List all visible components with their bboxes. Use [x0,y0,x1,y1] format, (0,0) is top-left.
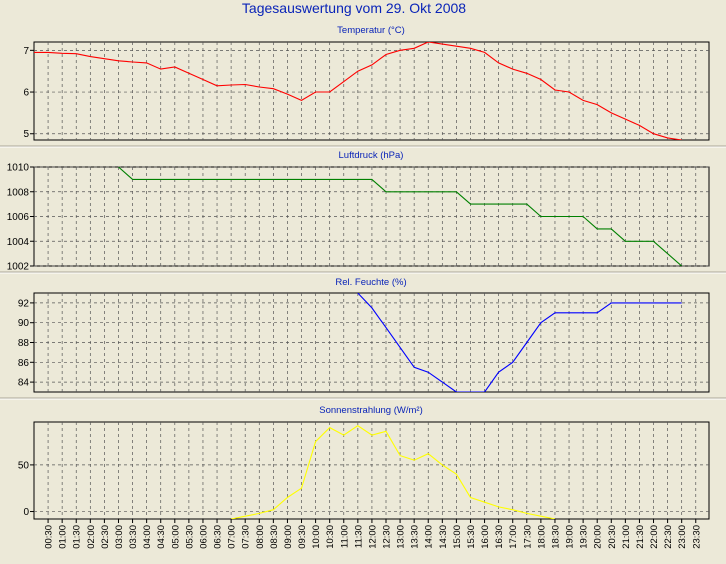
x-tick-label: 05:30 [184,525,195,549]
y-tick-label: 5 [23,129,29,140]
x-tick-label: 23:30 [691,525,702,549]
x-tick-label: 08:00 [255,525,266,549]
x-tick-label: 21:00 [621,525,632,549]
panel-title: Sonnenstrahlung (W/m²) [319,405,422,416]
x-tick-label: 06:30 [213,525,224,549]
y-tick-label: 1010 [7,163,30,174]
y-tick-label: 1002 [7,262,30,273]
x-tick-label: 20:30 [607,525,618,549]
x-tick-label: 21:30 [635,525,646,549]
series-line [34,42,682,140]
y-tick-label: 1008 [7,187,30,198]
x-tick-label: 03:00 [114,525,125,549]
panel-title: Temperatur (°C) [337,25,405,36]
y-tick-label: 90 [18,318,30,329]
y-tick-label: 50 [18,460,30,471]
x-tick-label: 09:30 [297,525,308,549]
plot-area [33,41,710,141]
x-tick-label: 03:30 [128,525,139,549]
x-tick-label: 09:00 [283,525,294,549]
y-tick-label: 6 [23,88,29,99]
x-tick-label: 02:00 [86,525,97,549]
x-tick-label: 07:30 [241,525,252,549]
x-tick-label: 12:30 [382,525,393,549]
x-tick-label: 12:00 [367,525,378,549]
x-tick-label: 16:00 [480,525,491,549]
x-tick-label: 15:30 [466,525,477,549]
x-tick-label: 14:30 [438,525,449,549]
x-tick-label: 13:30 [410,525,421,549]
panel-title: Luftdruck (hPa) [339,150,404,161]
x-tick-label: 04:30 [156,525,167,549]
plot-area [33,421,710,520]
y-tick-label: 88 [18,338,30,349]
x-tick-label: 13:00 [396,525,407,549]
series-line [118,167,683,266]
y-tick-label: 1004 [7,237,30,248]
x-tick-label: 18:30 [551,525,562,549]
x-tick-label: 16:30 [494,525,505,549]
x-tick-label: 06:00 [199,525,210,549]
y-tick-label: 0 [23,507,29,518]
y-tick-label: 1006 [7,212,30,223]
x-tick-label: 23:00 [677,525,688,549]
x-tick-label: 15:00 [452,525,463,549]
x-tick-label: 10:00 [311,525,322,549]
y-tick-label: 84 [18,378,30,389]
x-tick-label: 17:00 [508,525,519,549]
y-tick-label: 86 [18,358,30,369]
series-line [230,425,556,519]
chart-title: Tagesauswertung vom 29. Okt 2008 [242,0,466,16]
panel-title: Rel. Feuchte (%) [335,277,406,288]
series-line [357,293,682,392]
x-tick-label: 11:00 [339,525,350,548]
x-tick-label: 22:00 [649,525,660,549]
x-tick-label: 04:00 [142,525,153,549]
x-tick-label: 10:30 [325,525,336,549]
x-tick-label: 19:30 [579,525,590,549]
x-tick-label: 11:30 [353,525,364,548]
x-tick-label: 08:30 [269,525,280,549]
x-tick-label: 19:00 [565,525,576,549]
x-tick-label: 01:00 [58,525,69,549]
x-tick-label: 22:30 [663,525,674,549]
x-tick-label: 07:00 [227,525,238,549]
x-tick-label: 14:00 [424,525,435,549]
y-tick-label: 7 [23,46,29,57]
x-tick-label: 02:30 [100,525,111,549]
x-tick-label: 00:30 [44,525,55,549]
x-tick-label: 18:00 [536,525,547,549]
x-tick-label: 05:00 [170,525,181,549]
x-tick-label: 17:30 [522,525,533,549]
y-tick-label: 92 [18,298,30,309]
x-tick-label: 01:30 [72,525,83,549]
x-tick-label: 20:00 [593,525,604,549]
